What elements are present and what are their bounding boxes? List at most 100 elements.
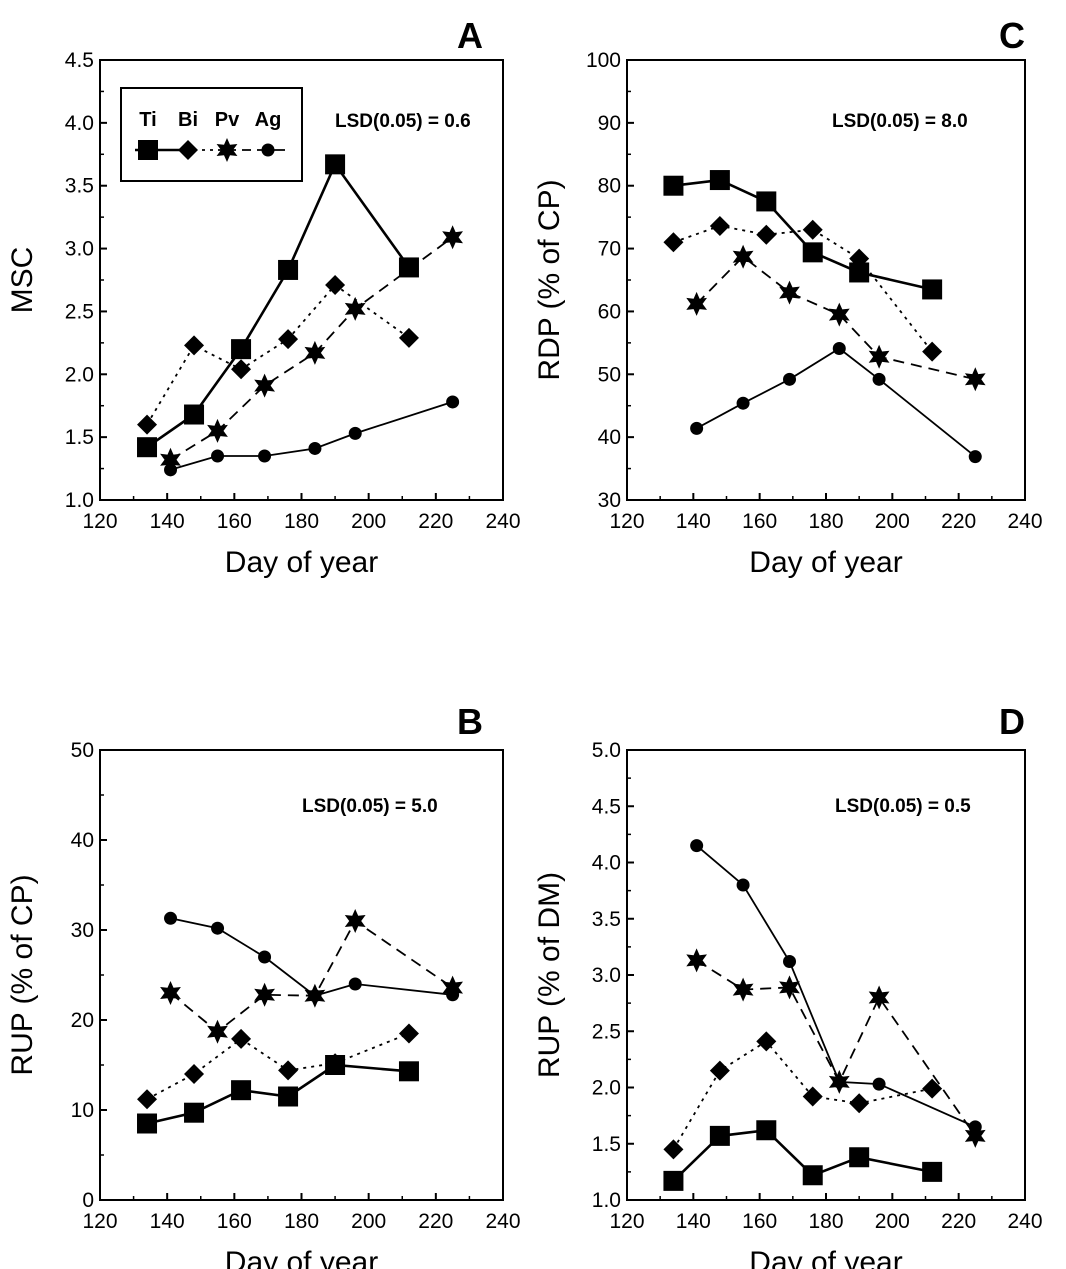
- data-point-pv: [964, 1123, 986, 1148]
- series-ti: [663, 1120, 943, 1191]
- y-tick-label: 1.0: [65, 489, 94, 512]
- y-tick-label: 1.5: [592, 1133, 621, 1156]
- data-point-bi: [325, 1053, 346, 1074]
- legend: Ti Bi Pv Ag: [120, 87, 303, 182]
- plot-frame: [626, 749, 1026, 1201]
- legend-marker-ti: [138, 140, 158, 160]
- series-pv: [686, 244, 986, 392]
- x-tick-label: 160: [217, 1210, 252, 1233]
- series-ag: [690, 342, 982, 464]
- y-tick-label: 100: [586, 49, 621, 72]
- y-tick-label: 40: [71, 829, 94, 852]
- data-point-ag: [832, 1075, 846, 1089]
- data-point-bi: [137, 414, 158, 435]
- x-tick-label: 220: [418, 510, 453, 533]
- data-point-ag: [690, 839, 704, 853]
- data-point-pv: [779, 975, 800, 1000]
- data-point-ag: [872, 1077, 886, 1091]
- x-tick-label: 140: [150, 1210, 185, 1233]
- y-tick-label: 50: [71, 739, 94, 762]
- data-point-pv: [254, 982, 275, 1007]
- x-tick-label: 160: [217, 510, 252, 533]
- data-point-ti: [709, 170, 730, 191]
- y-tick-label: 90: [598, 112, 621, 135]
- y-tick-label: 4.5: [592, 795, 621, 818]
- series-line-ag: [170, 401, 453, 471]
- data-point-ag: [308, 441, 322, 455]
- data-point-ti: [184, 1102, 205, 1123]
- data-point-pv: [344, 296, 366, 321]
- data-point-ag: [872, 372, 886, 386]
- data-point-pv: [160, 981, 181, 1005]
- y-axis-label: RDP (% of CP): [533, 179, 566, 380]
- y-tick-label: 2.5: [592, 1020, 621, 1043]
- data-point-bi: [398, 1023, 419, 1044]
- legend-entry: Ag: [255, 109, 282, 131]
- data-point-ag: [783, 955, 797, 968]
- data-point-bi: [325, 275, 346, 296]
- data-point-pv: [442, 975, 463, 1000]
- y-axis-label: MSC: [6, 247, 39, 314]
- x-axis-label: Day of year: [749, 1246, 902, 1269]
- series-line-pv: [695, 255, 976, 381]
- data-point-ti: [184, 404, 205, 425]
- data-point-pv: [207, 418, 228, 443]
- series-line-ti: [673, 178, 933, 291]
- data-point-ti: [709, 1125, 730, 1146]
- x-tick-label: 240: [485, 1210, 520, 1233]
- y-tick-label: 80: [598, 175, 621, 198]
- series-bi: [137, 1023, 419, 1110]
- x-tick-label: 120: [609, 1210, 644, 1233]
- data-point-bi: [137, 1089, 158, 1110]
- series-ag: [164, 395, 460, 477]
- y-tick-label: 0: [82, 1189, 94, 1212]
- y-tick-label: 1.0: [592, 1189, 621, 1212]
- data-point-pv: [442, 225, 463, 250]
- data-point-pv: [732, 977, 754, 1002]
- data-point-ag: [211, 449, 225, 463]
- data-point-bi: [231, 359, 252, 380]
- y-tick-label: 4.5: [65, 49, 94, 72]
- data-point-ag: [308, 989, 322, 1003]
- data-point-pv: [254, 373, 275, 398]
- data-point-bi: [756, 224, 777, 245]
- x-tick-label: 180: [808, 1210, 843, 1233]
- chart-panel-c: 120 140 160 180 200 220 240 30 40 50 60 70 80 90 100 Da…: [533, 15, 1043, 579]
- y-tick-label: 2.0: [592, 1077, 621, 1100]
- data-point-ag: [736, 878, 750, 892]
- data-point-ti: [849, 262, 870, 283]
- data-point-ti: [756, 191, 777, 212]
- data-point-pv: [868, 985, 890, 1010]
- data-point-pv: [686, 948, 707, 973]
- data-point-ti: [398, 1061, 419, 1082]
- data-point-pv: [686, 291, 707, 316]
- y-tick-label: 4.0: [65, 112, 94, 135]
- chart-panel-b: 120 140 160 180 200 220 240 0 10 20 30 40 50 Day of y…: [6, 701, 521, 1269]
- x-axis-label: Day of year: [225, 546, 378, 579]
- y-tick-label: 3.5: [592, 908, 621, 931]
- data-point-bi: [802, 219, 823, 240]
- y-tick-label: 70: [598, 238, 621, 261]
- series-bi: [663, 215, 943, 362]
- x-tick-label: 160: [742, 1210, 777, 1233]
- series-ti: [137, 1055, 419, 1134]
- x-tick-label: 120: [82, 1210, 117, 1233]
- series-line-pv: [169, 919, 454, 1033]
- x-tick-label: 200: [875, 510, 910, 533]
- y-tick-label: 30: [598, 489, 621, 512]
- series-ag: [690, 839, 982, 1134]
- x-tick-label: 180: [284, 510, 319, 533]
- panel-letter: B: [457, 701, 483, 742]
- x-tick-label: 140: [676, 1210, 711, 1233]
- y-tick-label: 2.0: [65, 363, 94, 386]
- data-point-pv: [964, 367, 986, 392]
- data-point-bi: [184, 1064, 205, 1084]
- y-tick-label: 3.0: [592, 964, 621, 987]
- legend-entry: Bi: [178, 109, 198, 131]
- series-ag: [164, 911, 460, 1003]
- panel-letter: C: [999, 15, 1025, 56]
- data-point-ag: [258, 449, 272, 463]
- data-point-ag: [446, 395, 460, 409]
- series-ti: [137, 154, 419, 458]
